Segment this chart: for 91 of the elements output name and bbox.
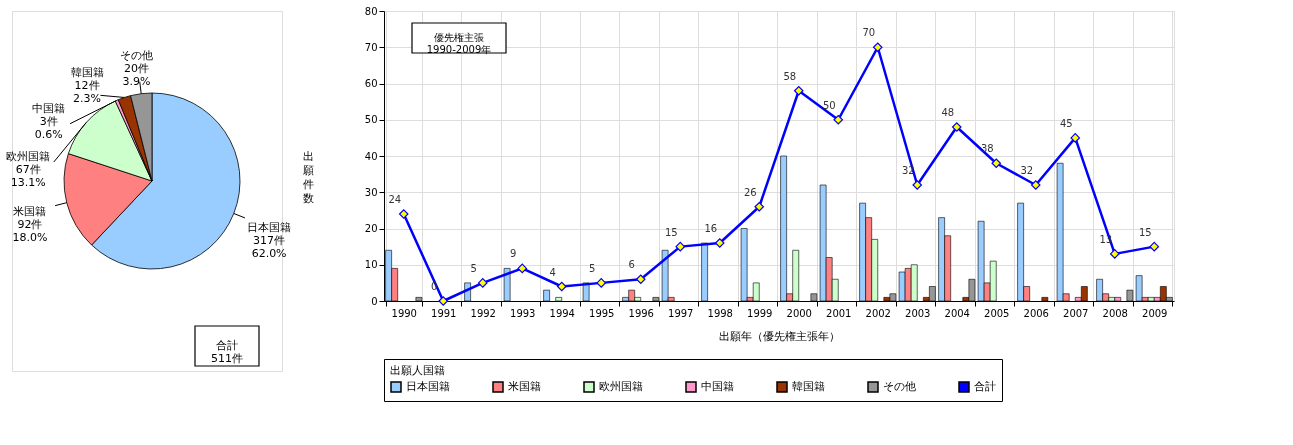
point xyxy=(675,241,686,252)
data-label: 92件 18.0% xyxy=(12,218,48,245)
data-label: 6 xyxy=(628,259,635,271)
x-tick-label: 1992 xyxy=(470,307,496,319)
x-tick-label: 1997 xyxy=(668,307,694,319)
data-label: 26 xyxy=(743,186,757,198)
point xyxy=(714,238,725,248)
slice-label: 中国籍 xyxy=(32,101,66,115)
data-label: 15 xyxy=(664,226,678,238)
point xyxy=(1149,241,1160,252)
data-label: 5 xyxy=(470,262,477,274)
annotation: 優先権主張 1990-2009年 xyxy=(426,32,492,55)
point xyxy=(596,278,607,288)
x-tick-label: 1994 xyxy=(549,307,575,319)
point xyxy=(398,209,409,219)
point xyxy=(754,201,765,212)
data-label: 48 xyxy=(941,107,955,118)
point xyxy=(793,85,804,96)
y-tick-label: 50 xyxy=(364,114,378,126)
x-tick-label: 2004 xyxy=(944,307,970,319)
x-axis-title: 出願年（優先権主張年） xyxy=(719,329,840,343)
legend-label: その他 xyxy=(883,380,916,393)
data-label: 24 xyxy=(388,194,402,205)
x-tick-label: 1995 xyxy=(589,307,615,319)
data-label: 70 xyxy=(862,27,876,39)
data-label: 58 xyxy=(783,70,797,82)
x-tick-label: 2007 xyxy=(1063,307,1089,319)
point xyxy=(833,114,844,125)
point xyxy=(1109,249,1120,259)
slice-label: 日本国籍 xyxy=(247,220,292,234)
point xyxy=(477,278,488,288)
data-label: 32 xyxy=(1020,165,1034,176)
data-label: 317件 62.0% xyxy=(251,233,287,260)
x-tick-label: 2008 xyxy=(1102,307,1128,319)
x-tick-label: 1998 xyxy=(707,307,733,319)
x-tick-label: 2006 xyxy=(1023,307,1049,319)
y-axis-title: 出願件数 xyxy=(303,149,315,205)
legend-label: 中国籍 xyxy=(701,380,734,393)
point xyxy=(556,281,567,292)
point xyxy=(1030,180,1041,190)
x-tick-label: 2002 xyxy=(865,307,891,319)
y-tick-label: 70 xyxy=(364,41,378,53)
y-tick-label: 0 xyxy=(371,295,378,307)
data-label: 5 xyxy=(589,262,596,274)
legend-label: 米国籍 xyxy=(508,380,541,393)
point xyxy=(438,296,449,306)
slice-label: その他 xyxy=(120,48,154,62)
data-label: 45 xyxy=(1059,117,1073,129)
text: 合計 511件 xyxy=(211,339,243,365)
y-tick-label: 30 xyxy=(364,186,378,198)
y-tick-label: 40 xyxy=(364,150,378,162)
slice-label: 韓国籍 xyxy=(70,66,104,80)
x-tick-label: 2005 xyxy=(984,307,1010,319)
data-label: 15 xyxy=(1138,226,1152,238)
legend-label: 合計 xyxy=(974,380,996,393)
slice-label: 米国籍 xyxy=(13,205,47,219)
x-tick-label: 1996 xyxy=(628,307,654,319)
data-label: 50 xyxy=(822,99,836,111)
legend-label: 韓国籍 xyxy=(792,380,825,393)
slice-label: 欧州国籍 xyxy=(6,150,51,164)
data-label: 3件 0.6% xyxy=(34,114,63,141)
point xyxy=(951,122,962,132)
data-label: 0 xyxy=(431,281,438,292)
data-label: 38 xyxy=(980,143,994,155)
point xyxy=(872,42,883,53)
data-label: 16 xyxy=(704,223,718,234)
point xyxy=(991,158,1002,169)
point xyxy=(517,263,528,274)
data-label: 20件 3.9% xyxy=(122,61,151,88)
legend-title: 出願人国籍 xyxy=(390,364,445,377)
x-tick-label: 2000 xyxy=(786,307,812,319)
legend-label: 欧州国籍 xyxy=(599,380,643,393)
x-tick-label: 2001 xyxy=(826,307,852,319)
point xyxy=(912,180,923,190)
x-tick-label: 1990 xyxy=(391,307,417,319)
y-tick-label: 20 xyxy=(364,223,378,234)
data-label: 4 xyxy=(549,266,556,278)
x-tick-label: 2003 xyxy=(905,307,931,319)
x-tick-label: 1991 xyxy=(431,307,457,319)
y-tick-label: 80 xyxy=(364,5,378,17)
data-label: 67件 13.1% xyxy=(10,163,46,190)
data-label: 9 xyxy=(510,248,517,260)
x-tick-label: 1999 xyxy=(747,307,773,319)
point xyxy=(635,274,646,285)
x-tick-label: 2009 xyxy=(1142,307,1168,319)
y-tick-label: 10 xyxy=(364,259,378,271)
y-tick-label: 60 xyxy=(364,78,378,89)
data-label: 12件 2.3% xyxy=(73,79,101,106)
x-tick-label: 1993 xyxy=(510,307,536,319)
point xyxy=(1070,133,1081,143)
legend-label: 日本国籍 xyxy=(406,380,450,393)
